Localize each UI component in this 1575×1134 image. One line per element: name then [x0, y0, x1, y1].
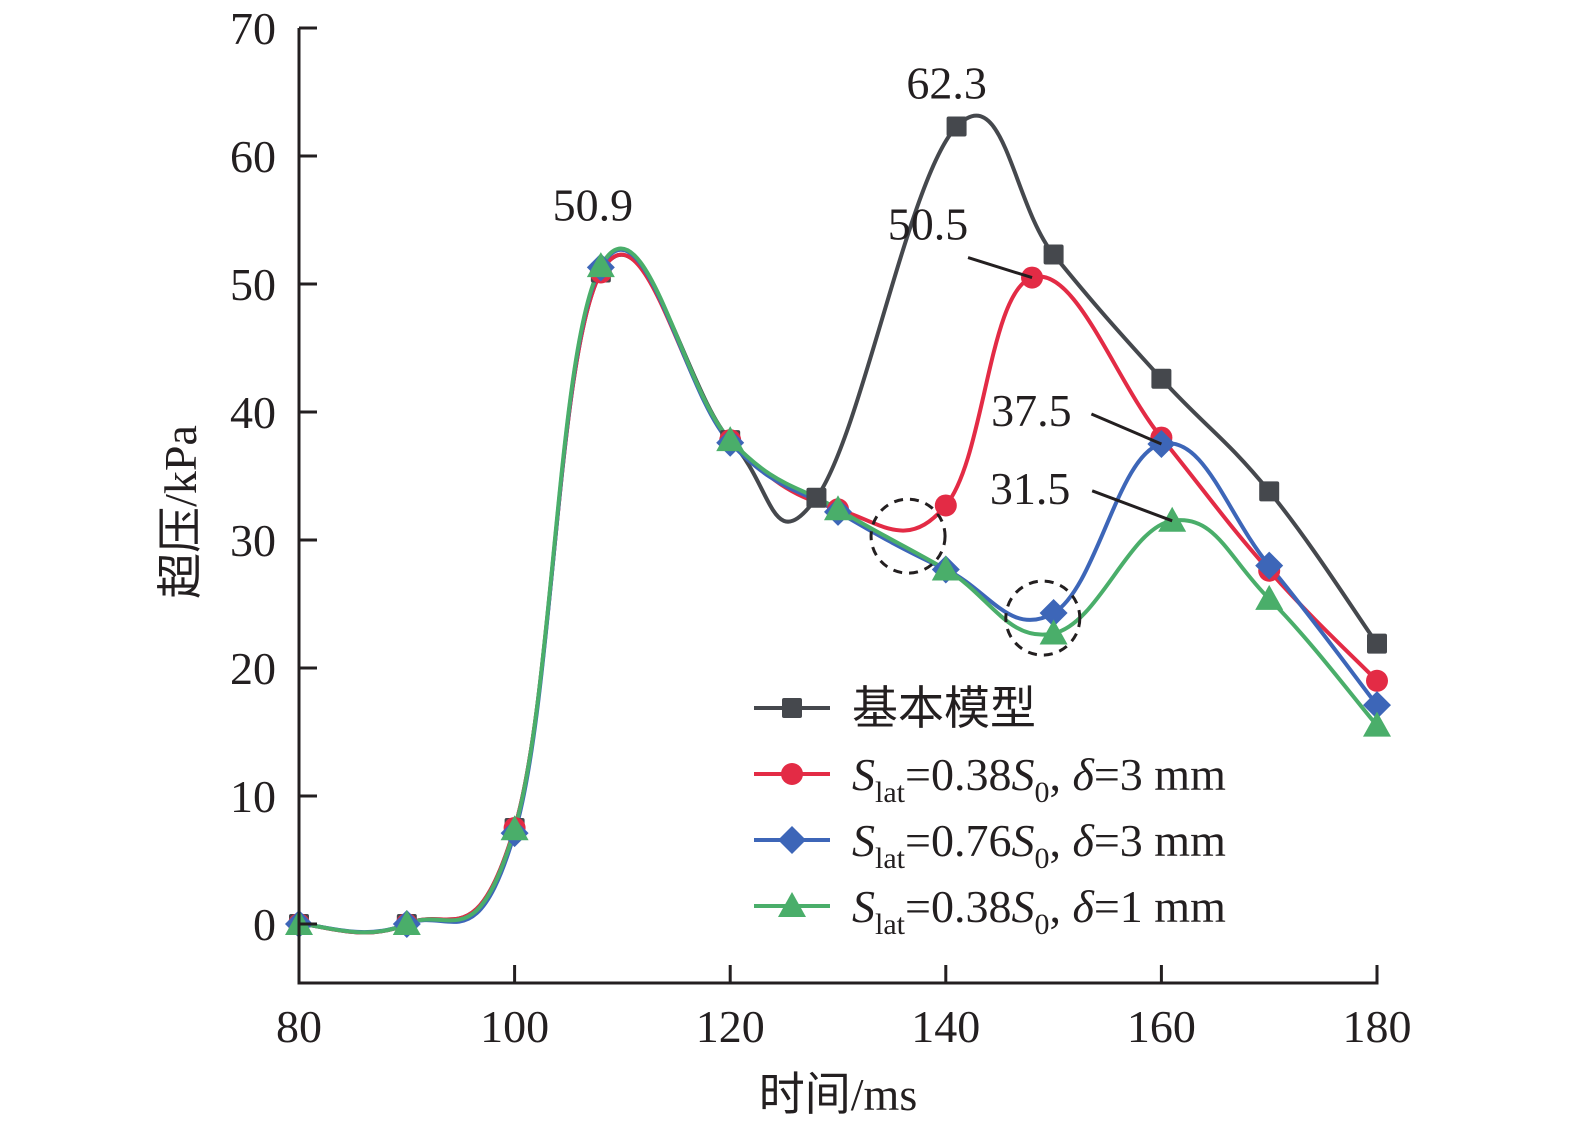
- data-point-0-10: [1367, 633, 1387, 654]
- data-point-0-9: [1259, 481, 1280, 502]
- legend-text-part: =3 mm: [1094, 749, 1226, 800]
- legend-item-1: Slat=0.38S0, δ=3 mm: [754, 749, 1226, 809]
- legend-label: Slat=0.38S0, δ=3 mm: [852, 749, 1226, 809]
- data-point-1-10: [1366, 669, 1388, 692]
- x-tick-label: 140: [911, 1001, 980, 1052]
- annotation-label: 50.9: [553, 179, 634, 230]
- x-tick-label: 160: [1127, 1001, 1196, 1052]
- y-tick-label: 50: [230, 259, 276, 310]
- legend-text-part: ,: [1049, 749, 1072, 800]
- legend-marker-diamond: [778, 826, 806, 854]
- x-tick-label: 80: [276, 1001, 322, 1052]
- data-point-2-10: [1363, 691, 1391, 720]
- x-tick-label: 120: [696, 1001, 765, 1052]
- legend-text-part: 0: [1034, 776, 1049, 809]
- annotation-leader: [967, 256, 1033, 280]
- legend-text-part: δ: [1072, 881, 1094, 932]
- annotations: 50.9 62.3 50.5 37.5 31.5: [553, 58, 1173, 523]
- y-tick-label: 70: [230, 3, 276, 54]
- y-tick-label: 40: [230, 387, 276, 438]
- y-tick-label: 20: [230, 643, 276, 694]
- x-tick-label: 100: [480, 1001, 549, 1052]
- y-tick-label: 10: [230, 771, 276, 822]
- legend-text-part: S: [1011, 881, 1034, 932]
- highlight-circle-1: [1004, 579, 1082, 657]
- annotation-label: 50.5: [888, 199, 969, 250]
- legend-text-part: S: [852, 815, 875, 866]
- legend-text-part: lat: [875, 842, 906, 875]
- x-ticks: 80 100 120 140 160 180: [276, 965, 1412, 1052]
- legend-text-part: =1 mm: [1094, 881, 1226, 932]
- annotation-leader: [1091, 489, 1173, 523]
- data-point-3-6: [931, 555, 960, 581]
- legend-marker-triangle: [778, 892, 806, 917]
- legend-label: 基本模型: [852, 683, 1036, 734]
- annotation-label: 31.5: [990, 463, 1071, 514]
- legend-item-0: 基本模型: [754, 683, 1036, 734]
- legend-item-3: Slat=0.38S0, δ=1 mm: [754, 881, 1226, 941]
- legend-text-part: δ: [1072, 749, 1094, 800]
- data-point-3-7: [1039, 619, 1068, 645]
- data-point-3-1: [392, 910, 421, 935]
- annotation-leader: [1090, 412, 1162, 446]
- legend-text-part: S: [1011, 815, 1034, 866]
- y-tick-label: 0: [253, 899, 276, 950]
- legend-text-part: δ: [1072, 815, 1094, 866]
- axes: 0 10 20 30 40 50 60 70 80 100 120 140 160 180: [230, 3, 1412, 1052]
- legend-label: Slat=0.76S0, δ=3 mm: [852, 815, 1226, 875]
- series-markers: [285, 116, 1391, 938]
- y-ticks: 0 10 20 30 40 50 60 70: [230, 3, 317, 950]
- data-point-3-10: [1363, 711, 1391, 737]
- x-tick-label: 180: [1343, 1001, 1412, 1052]
- legend-item-2: Slat=0.76S0, δ=3 mm: [754, 815, 1226, 875]
- legend-text-part: S: [852, 881, 875, 932]
- series-line-3: [298, 246, 1379, 935]
- legend-text-part: S: [852, 749, 875, 800]
- data-point-3-2: [500, 815, 529, 841]
- legend-marker-square: [782, 698, 802, 718]
- legend-text-part: =0.76: [905, 815, 1011, 866]
- legend-text-part: ,: [1049, 881, 1072, 932]
- data-point-0-6: [946, 116, 967, 137]
- data-point-3-5: [824, 495, 852, 521]
- legend-text-part: ,: [1049, 815, 1072, 866]
- legend-text: 基本模型: [852, 683, 1036, 734]
- annotation-label: 37.5: [991, 385, 1072, 436]
- data-point-3-4: [716, 426, 745, 452]
- highlight-circles: [869, 497, 1082, 657]
- data-point-2-9: [1255, 551, 1284, 580]
- legend-text-part: =0.38: [905, 749, 1011, 800]
- legend-text-part: =3 mm: [1094, 815, 1226, 866]
- data-point-0-8: [1151, 368, 1172, 389]
- x-axis-title: 时间/ms: [759, 1069, 917, 1120]
- y-axis-title: 超压/kPa: [155, 425, 206, 599]
- highlight-circle-0: [869, 497, 947, 575]
- legend-text-part: =0.38: [905, 881, 1011, 932]
- annotation-label: 62.3: [906, 58, 987, 109]
- legend-text-part: 0: [1034, 842, 1049, 875]
- legend-text-part: lat: [875, 908, 906, 941]
- legend-label: Slat=0.38S0, δ=1 mm: [852, 881, 1226, 941]
- data-point-3-3: [586, 252, 615, 278]
- legend-text-part: 0: [1034, 908, 1049, 941]
- data-point-3-9: [1255, 584, 1284, 610]
- data-point-0-5: [806, 487, 827, 508]
- data-point-2-7: [1039, 598, 1068, 627]
- legend-text-part: lat: [875, 776, 906, 809]
- y-tick-label: 60: [230, 131, 276, 182]
- legend-marker-circle: [781, 763, 803, 785]
- y-tick-label: 30: [230, 515, 276, 566]
- data-point-1-6: [934, 494, 957, 517]
- data-point-0-7: [1043, 244, 1064, 265]
- legend-text-part: S: [1011, 749, 1034, 800]
